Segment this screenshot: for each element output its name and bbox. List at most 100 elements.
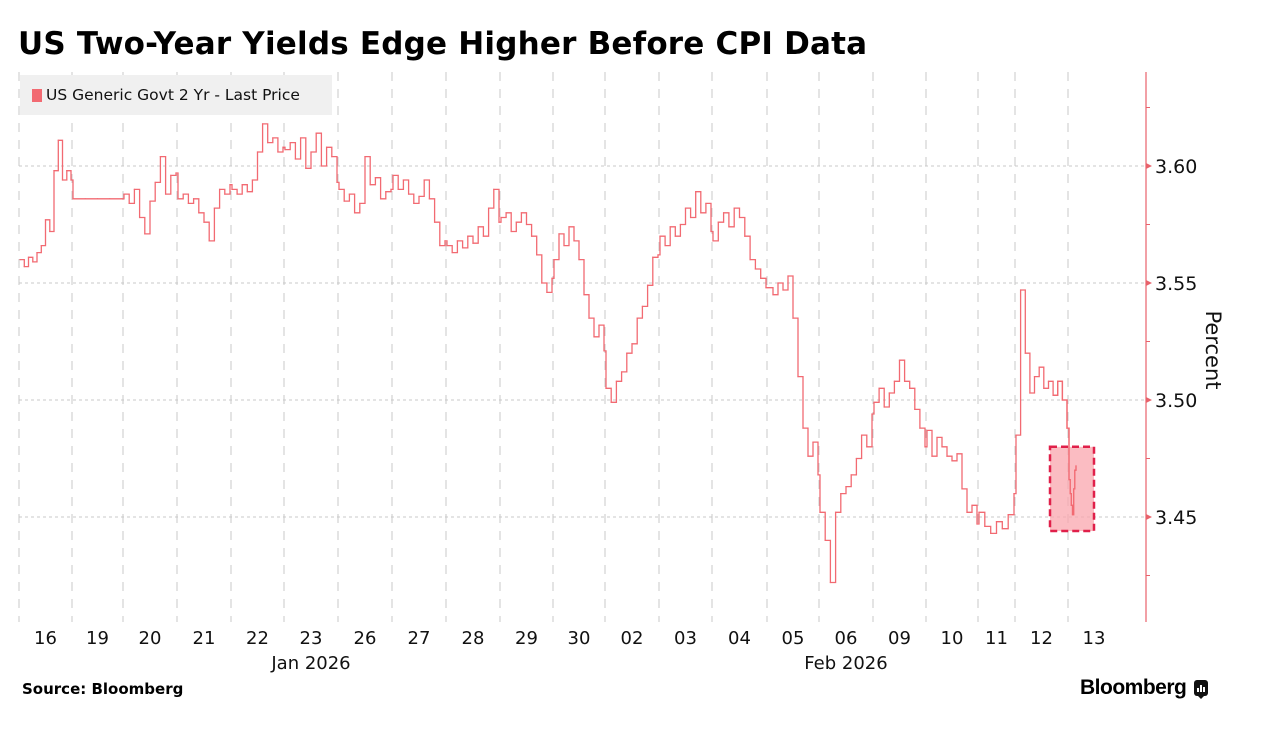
x-axis-group-labels: Jan 2026 Feb 2026	[270, 653, 887, 674]
data-point	[213, 207, 215, 209]
data-point	[477, 226, 479, 228]
data-point	[193, 198, 195, 200]
data-point	[19, 259, 21, 261]
data-point	[641, 305, 644, 307]
data-point	[695, 191, 697, 193]
data-point	[976, 523, 978, 525]
y-tick-label: 3.45	[1155, 507, 1197, 529]
data-point	[829, 581, 832, 584]
data-point	[723, 212, 725, 214]
y-axis-label: Percent	[1201, 310, 1225, 389]
data-point	[936, 436, 938, 439]
data-point	[262, 123, 264, 125]
data-point	[208, 240, 210, 242]
data-point	[951, 460, 953, 462]
data-point	[1020, 289, 1022, 291]
data-point	[919, 427, 921, 429]
data-point	[840, 493, 842, 495]
x-tick-label: 11	[985, 628, 1008, 649]
data-point	[44, 219, 47, 221]
data-point	[888, 392, 890, 394]
data-point	[170, 174, 172, 176]
data-point	[593, 336, 595, 338]
data-point	[568, 226, 570, 228]
data-point	[861, 434, 863, 436]
x-tick-label: 04	[728, 628, 751, 649]
data-point	[610, 401, 612, 403]
data-point	[792, 317, 794, 319]
data-point	[1007, 514, 1009, 516]
data-point	[777, 282, 779, 284]
data-point	[664, 244, 666, 247]
data-point	[871, 413, 873, 415]
data-point	[236, 193, 238, 195]
data-point	[978, 511, 980, 513]
data-point	[674, 235, 676, 237]
data-point	[631, 343, 633, 345]
data-point	[187, 202, 189, 205]
data-point	[256, 151, 259, 153]
data-point	[578, 259, 580, 261]
bloomberg-chart-icon	[1194, 680, 1209, 699]
data-point	[439, 244, 441, 247]
data-point	[873, 401, 875, 403]
data-point	[553, 259, 555, 261]
data-point	[995, 521, 998, 523]
data-point	[615, 380, 618, 382]
x-tick-label: 12	[1030, 628, 1053, 649]
data-point	[338, 188, 340, 190]
data-point	[510, 230, 512, 233]
data-point	[898, 359, 901, 361]
data-point	[498, 221, 500, 223]
data-point	[583, 294, 585, 296]
data-point	[390, 188, 392, 190]
data-point	[787, 275, 789, 277]
data-point	[990, 532, 992, 534]
data-point	[320, 165, 322, 167]
data-point	[300, 137, 302, 139]
data-point	[354, 212, 356, 214]
data-point	[462, 247, 464, 249]
data-point	[139, 216, 141, 219]
data-point	[133, 188, 135, 190]
y-tick-label: 3.60	[1155, 156, 1197, 178]
data-point	[705, 202, 707, 205]
data-point	[904, 380, 906, 382]
data-point	[310, 151, 312, 153]
data-point	[40, 244, 42, 247]
data-point	[772, 294, 774, 296]
x-tick-label: 30	[568, 628, 591, 649]
data-point	[109, 198, 111, 200]
horizontal-gridlines	[19, 165, 1146, 518]
data-point	[850, 474, 852, 476]
highlight-box	[1048, 445, 1096, 533]
data-point	[710, 230, 712, 233]
data-point	[408, 193, 410, 195]
data-point	[914, 408, 916, 410]
data-point	[657, 254, 659, 256]
legend-label: US Generic Govt 2 Yr - Last Price	[46, 86, 300, 104]
data-point	[924, 446, 926, 448]
data-point	[754, 268, 757, 270]
x-axis-ticks: 16 19 20 21 22 23 26 27 28 29 30 02 03 04 05 06 09 10 11 12…	[34, 628, 1105, 649]
data-point	[359, 202, 361, 205]
x-tick-label: 22	[246, 628, 269, 649]
data-point	[812, 441, 814, 443]
data-point	[866, 446, 868, 448]
data-point	[835, 511, 837, 513]
legend: US Generic Govt 2 Yr - Last Price	[20, 75, 332, 115]
data-point	[315, 132, 317, 134]
data-point	[182, 193, 184, 195]
vertical-gridlines	[18, 72, 1069, 622]
data-point	[1033, 376, 1036, 378]
data-point	[57, 139, 59, 141]
data-point	[198, 212, 200, 214]
data-point	[782, 289, 784, 291]
data-point	[636, 317, 638, 319]
data-point	[284, 149, 286, 151]
data-point	[149, 200, 151, 202]
x-tick-label: 13	[1083, 628, 1106, 649]
data-point	[397, 188, 399, 190]
data-point	[669, 226, 671, 228]
data-point	[531, 235, 533, 237]
